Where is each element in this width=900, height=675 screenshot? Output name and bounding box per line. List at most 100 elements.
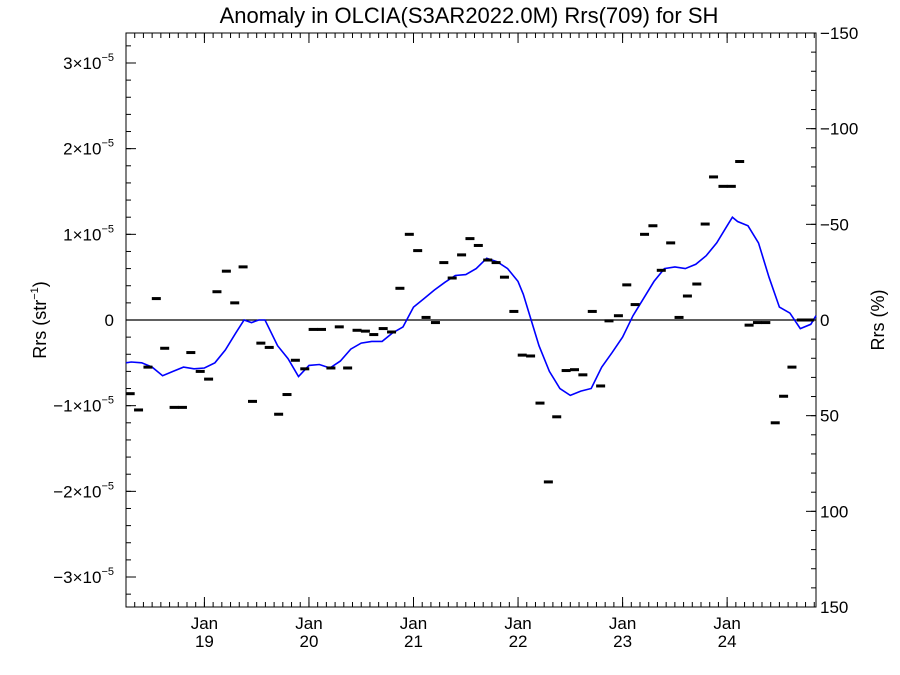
monthly-anomaly-point <box>596 384 606 388</box>
monthly-anomaly-point <box>640 232 650 236</box>
monthly-anomaly-point <box>221 269 231 273</box>
right-tick-label: −100 <box>820 120 858 139</box>
monthly-anomaly-point <box>674 315 684 319</box>
right-tick-label: 100 <box>820 502 848 521</box>
monthly-anomaly-point <box>761 321 771 325</box>
monthly-anomaly-point <box>334 325 344 329</box>
left-axis-label-exponent: −1 <box>29 287 41 300</box>
monthly-anomaly-point <box>256 341 266 345</box>
monthly-anomaly-point <box>308 327 318 331</box>
left-tick-mantissa: 3×10 <box>63 54 101 73</box>
smoothed-anomaly-line <box>125 215 817 397</box>
x-tick-year: 20 <box>299 632 318 651</box>
monthly-anomaly-point <box>125 392 135 396</box>
monthly-anomaly-point <box>264 345 274 349</box>
left-tick-mantissa: 2×10 <box>63 140 101 159</box>
monthly-anomaly-point <box>186 351 196 355</box>
monthly-anomaly-point <box>238 265 248 269</box>
monthly-anomaly-point <box>682 294 692 298</box>
monthly-anomaly-point <box>134 408 144 412</box>
x-tick-year: 22 <box>509 632 528 651</box>
left-tick-mantissa: 1×10 <box>63 225 101 244</box>
monthly-anomaly-point <box>387 330 397 334</box>
monthly-anomaly-point <box>430 321 440 325</box>
monthly-anomaly-point <box>317 327 326 331</box>
monthly-anomaly-point <box>709 175 719 179</box>
monthly-anomaly-point <box>499 275 509 279</box>
monthly-anomaly-point <box>779 394 789 398</box>
monthly-anomaly-point <box>491 261 501 265</box>
monthly-anomaly-point <box>666 241 676 245</box>
monthly-anomaly-point <box>204 377 214 381</box>
monthly-anomaly-point <box>726 184 736 188</box>
monthly-anomaly-point <box>169 405 179 409</box>
left-tick-exponent: −5 <box>101 138 114 150</box>
left-tick-mantissa: 0 <box>105 311 114 330</box>
monthly-anomaly-point <box>587 309 597 313</box>
x-tick-year: 21 <box>404 632 423 651</box>
x-tick-month: Jan <box>400 614 427 633</box>
left-tick-label: 3×10−5 <box>63 52 114 73</box>
monthly-anomaly-point <box>212 290 222 294</box>
monthly-anomaly-point <box>770 421 780 425</box>
monthly-anomaly-point <box>613 314 623 318</box>
monthly-anomaly-point <box>378 327 388 331</box>
x-tick-year: 23 <box>613 632 632 651</box>
monthly-anomaly-point <box>517 353 527 357</box>
right-tick-label: 50 <box>820 407 839 426</box>
left-tick-mantissa: −2×10 <box>53 482 101 501</box>
monthly-anomaly-point <box>692 282 702 286</box>
left-tick-label: 2×10−5 <box>63 138 114 159</box>
left-tick-exponent: −5 <box>101 223 114 235</box>
monthly-anomaly-point <box>195 369 205 373</box>
monthly-anomaly-point <box>656 268 666 272</box>
monthly-anomaly-point <box>413 249 423 253</box>
monthly-anomaly-point <box>552 415 562 419</box>
left-tick-label: −1×10−5 <box>53 395 114 416</box>
right-tick-label: −50 <box>820 215 849 234</box>
monthly-anomaly-point <box>483 258 493 262</box>
monthly-anomaly-point <box>274 412 284 416</box>
left-axis-label-close: ) <box>30 281 50 287</box>
left-tick-exponent: −5 <box>101 480 114 492</box>
right-axis-label: Rrs (%) <box>868 290 888 351</box>
monthly-anomaly-point <box>230 301 240 305</box>
monthly-anomaly-point <box>151 297 161 301</box>
monthly-anomaly-point <box>648 224 658 228</box>
monthly-anomaly-point <box>543 480 553 484</box>
left-axis-label: Rrs (str−1) <box>29 281 50 359</box>
monthly-anomaly-point <box>752 321 762 325</box>
monthly-anomaly-point <box>735 160 745 164</box>
monthly-anomaly-point <box>509 309 519 313</box>
monthly-anomaly-point <box>578 373 588 377</box>
monthly-anomaly-point <box>360 329 370 333</box>
monthly-anomaly-point <box>369 333 379 337</box>
monthly-anomaly-point <box>404 232 414 236</box>
left-tick-label: −2×10−5 <box>53 480 114 501</box>
x-tick-month: Jan <box>295 614 322 633</box>
monthly-anomaly-point <box>526 354 536 358</box>
x-tick-year: 19 <box>195 632 214 651</box>
monthly-anomaly-point <box>395 286 405 290</box>
x-tick-month: Jan <box>609 614 636 633</box>
x-tick-month: Jan <box>191 614 218 633</box>
monthly-anomaly-point <box>630 303 640 307</box>
monthly-anomaly-point <box>561 369 571 373</box>
monthly-anomaly-point <box>160 346 170 350</box>
monthly-anomaly-point <box>622 283 632 287</box>
monthly-anomaly-point <box>439 261 449 265</box>
chart-title: Anomaly in OLCIA(S3AR2022.0M) Rrs(709) f… <box>220 3 719 28</box>
monthly-anomaly-point <box>457 253 467 257</box>
monthly-anomaly-point <box>326 366 336 370</box>
monthly-anomaly-point <box>447 276 457 280</box>
x-tick-year: 24 <box>718 632 737 651</box>
monthly-anomaly-point <box>248 399 257 403</box>
left-tick-label: 1×10−5 <box>63 223 114 244</box>
monthly-anomaly-point <box>300 367 310 371</box>
monthly-anomaly-point <box>604 319 614 323</box>
left-tick-exponent: −5 <box>101 566 114 578</box>
left-tick-mantissa: −3×10 <box>53 568 101 587</box>
right-tick-label: 150 <box>820 598 848 617</box>
left-axis-label-text: Rrs (str <box>30 300 50 359</box>
